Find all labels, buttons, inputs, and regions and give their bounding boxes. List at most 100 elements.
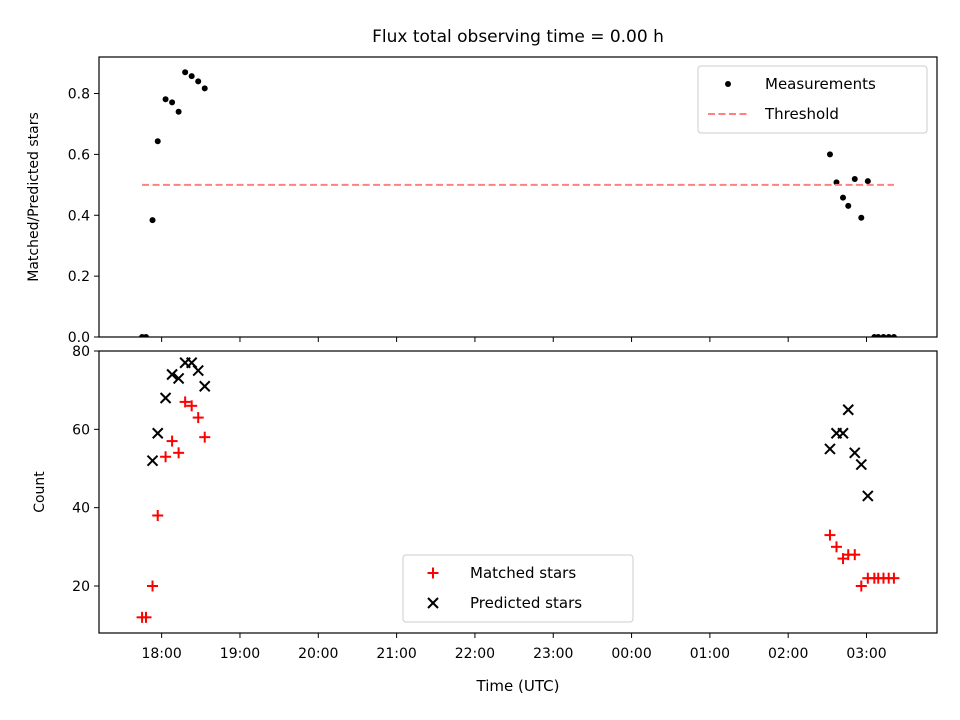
measurements-point bbox=[858, 214, 865, 221]
y-tick-label: 0.2 bbox=[68, 269, 90, 285]
legend-label: Matched stars bbox=[470, 564, 576, 582]
legend-swatch bbox=[427, 567, 439, 579]
matched-stars-point bbox=[186, 400, 198, 412]
matched-stars-point bbox=[849, 549, 861, 561]
x-b bbox=[199, 380, 211, 392]
x-b bbox=[172, 372, 185, 385]
matched-stars-point bbox=[140, 611, 152, 623]
measurements-point bbox=[149, 217, 156, 224]
x-b bbox=[824, 443, 836, 455]
matched-stars-point bbox=[160, 451, 172, 463]
axes-frame bbox=[98, 56, 938, 338]
measurements-point bbox=[875, 334, 882, 337]
matched-stars-point bbox=[830, 541, 842, 553]
x-b bbox=[166, 368, 178, 381]
x-tick-label: 01:00 bbox=[690, 646, 730, 662]
x-b bbox=[862, 490, 874, 502]
matched-stars-point bbox=[888, 572, 900, 584]
measurements-point bbox=[142, 334, 149, 337]
legend bbox=[402, 554, 634, 623]
measurements-point bbox=[175, 108, 182, 115]
matched-stars-point bbox=[199, 431, 211, 443]
x-b bbox=[192, 364, 204, 377]
measurements-point bbox=[195, 78, 202, 85]
y-axis-label: Matched/Predicted stars bbox=[26, 112, 42, 282]
y-tick-label: 0.6 bbox=[68, 147, 90, 163]
y-tick-label: 80 bbox=[72, 344, 90, 360]
chart-title: Flux total observing time = 0.00 h bbox=[372, 27, 664, 47]
panel-2 bbox=[94, 350, 938, 638]
x-tick-label: 02:00 bbox=[768, 646, 808, 662]
matched-stars-point bbox=[173, 447, 185, 459]
matched-stars-point bbox=[147, 580, 159, 592]
predicted-stars-point bbox=[855, 458, 867, 471]
measurements-point bbox=[826, 151, 833, 158]
predicted-stars-point bbox=[842, 404, 854, 416]
data-layer bbox=[139, 69, 897, 337]
y-tick-label: 0.0 bbox=[68, 330, 90, 346]
axes-frame bbox=[98, 350, 938, 634]
x-b bbox=[185, 357, 198, 369]
predicted-stars-point bbox=[192, 364, 204, 377]
measurements-point bbox=[880, 334, 887, 337]
predicted-stars-point bbox=[152, 427, 164, 439]
predicted-stars-point bbox=[824, 443, 836, 455]
measurements-point bbox=[162, 96, 169, 103]
legend-box bbox=[402, 554, 634, 623]
y-axis-label: Count bbox=[32, 471, 48, 513]
legend bbox=[697, 65, 928, 134]
predicted-stars-point bbox=[146, 454, 159, 467]
measurements-point bbox=[182, 69, 189, 76]
measurements-point bbox=[845, 202, 852, 209]
y-tick-label: 0.8 bbox=[68, 87, 90, 103]
x-tick-label: 18:00 bbox=[141, 646, 181, 662]
y-tick-label: 60 bbox=[72, 422, 90, 438]
matched-stars-point bbox=[166, 435, 178, 447]
x-tick-label: 00:00 bbox=[611, 646, 651, 662]
x-b bbox=[842, 404, 854, 416]
legend-swatch bbox=[725, 81, 731, 87]
measurements-point bbox=[201, 85, 208, 92]
y-tick-label: 20 bbox=[72, 579, 90, 595]
x-tick-label: 19:00 bbox=[220, 646, 260, 662]
x-axis-label: Time (UTC) bbox=[476, 677, 560, 695]
legend-box bbox=[697, 65, 928, 134]
x-b bbox=[146, 454, 159, 467]
predicted-stars-point bbox=[166, 368, 178, 381]
measurements-point bbox=[864, 178, 871, 185]
legend-label: Threshold bbox=[764, 105, 839, 123]
y-tick-label: 0.4 bbox=[68, 208, 90, 224]
measurements-point bbox=[885, 334, 892, 337]
measurements-point bbox=[154, 138, 161, 145]
predicted-stars-point bbox=[172, 372, 185, 385]
x-b bbox=[837, 427, 849, 439]
matched-stars-point bbox=[179, 396, 191, 408]
x-b bbox=[159, 392, 172, 404]
panel-1 bbox=[94, 56, 938, 342]
measurements-point bbox=[890, 334, 897, 337]
x-b bbox=[427, 597, 439, 609]
x-tick-label: 03:00 bbox=[846, 646, 886, 662]
measurements-point bbox=[169, 99, 176, 106]
x-tick-label: 23:00 bbox=[533, 646, 573, 662]
predicted-stars-point bbox=[862, 490, 874, 502]
x-b bbox=[849, 447, 861, 459]
matched-stars-point bbox=[152, 510, 164, 521]
data-layer bbox=[136, 357, 900, 623]
matched-stars-point bbox=[192, 412, 204, 424]
predicted-stars-point bbox=[837, 427, 849, 439]
x-tick-label: 20:00 bbox=[298, 646, 338, 662]
matched-stars-point bbox=[824, 529, 836, 541]
predicted-stars-point bbox=[159, 392, 172, 404]
measurements-point bbox=[188, 73, 195, 80]
x-b bbox=[152, 427, 164, 439]
predicted-stars-point bbox=[199, 380, 211, 392]
legend-swatch bbox=[427, 597, 439, 609]
legend-label: Predicted stars bbox=[470, 594, 582, 612]
x-b bbox=[855, 458, 867, 471]
y-tick-label: 40 bbox=[72, 501, 90, 517]
x-tick-label: 21:00 bbox=[376, 646, 416, 662]
x-tick-label: 22:00 bbox=[455, 646, 495, 662]
measurements-point bbox=[851, 176, 858, 183]
